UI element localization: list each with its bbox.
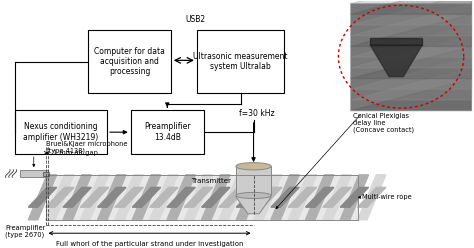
- Text: f=30 kHz: f=30 kHz: [239, 109, 275, 118]
- FancyBboxPatch shape: [88, 30, 171, 93]
- Polygon shape: [306, 175, 334, 220]
- Text: 1 mm air gap: 1 mm air gap: [53, 150, 98, 156]
- Polygon shape: [236, 175, 264, 220]
- Text: Bruel&Kjaer microphone
(type 4138): Bruel&Kjaer microphone (type 4138): [46, 141, 127, 154]
- Polygon shape: [219, 187, 247, 207]
- Polygon shape: [28, 187, 57, 207]
- Text: Multi-wire rope: Multi-wire rope: [362, 194, 412, 200]
- Polygon shape: [63, 175, 91, 220]
- Text: Computer for data
acquisition and
processing: Computer for data acquisition and proces…: [94, 47, 165, 76]
- Polygon shape: [370, 38, 422, 45]
- Text: Full whorl of the particular strand under investigation: Full whorl of the particular strand unde…: [56, 241, 243, 247]
- FancyBboxPatch shape: [15, 110, 107, 154]
- Polygon shape: [288, 187, 317, 207]
- Polygon shape: [288, 175, 317, 220]
- Text: Transmitter: Transmitter: [191, 178, 231, 184]
- Polygon shape: [184, 175, 213, 220]
- Text: Preamplifier
(type 2670): Preamplifier (type 2670): [5, 225, 46, 238]
- Polygon shape: [357, 187, 386, 207]
- Polygon shape: [167, 187, 195, 207]
- Polygon shape: [306, 187, 334, 207]
- FancyBboxPatch shape: [197, 30, 284, 93]
- Polygon shape: [132, 187, 161, 207]
- Polygon shape: [98, 187, 126, 207]
- Polygon shape: [219, 175, 247, 220]
- Polygon shape: [80, 175, 109, 220]
- Polygon shape: [340, 175, 369, 220]
- FancyBboxPatch shape: [19, 170, 48, 177]
- Polygon shape: [167, 175, 195, 220]
- Polygon shape: [132, 175, 161, 220]
- Polygon shape: [150, 187, 178, 207]
- Polygon shape: [201, 187, 230, 207]
- Polygon shape: [201, 175, 230, 220]
- Polygon shape: [63, 187, 91, 207]
- Polygon shape: [271, 187, 299, 207]
- Text: Conical Plexiglas
delay line
(Concave contact): Conical Plexiglas delay line (Concave co…: [353, 113, 414, 133]
- Polygon shape: [184, 187, 213, 207]
- Polygon shape: [236, 187, 264, 207]
- Polygon shape: [46, 175, 74, 220]
- Ellipse shape: [236, 163, 271, 170]
- Text: USB2: USB2: [186, 15, 206, 24]
- Polygon shape: [254, 187, 282, 207]
- Text: Preamplifier
13.4dB: Preamplifier 13.4dB: [144, 123, 191, 142]
- FancyBboxPatch shape: [236, 166, 271, 195]
- Polygon shape: [340, 187, 369, 207]
- FancyBboxPatch shape: [43, 172, 49, 176]
- Polygon shape: [150, 175, 178, 220]
- Polygon shape: [370, 45, 422, 77]
- FancyBboxPatch shape: [131, 110, 204, 154]
- FancyBboxPatch shape: [350, 3, 471, 110]
- Polygon shape: [254, 175, 282, 220]
- Polygon shape: [271, 175, 299, 220]
- Polygon shape: [98, 175, 126, 220]
- Polygon shape: [46, 187, 74, 207]
- Polygon shape: [357, 175, 386, 220]
- Polygon shape: [115, 187, 143, 207]
- Text: Ultrasonic measurement
system Ultralab: Ultrasonic measurement system Ultralab: [193, 52, 288, 71]
- Ellipse shape: [236, 192, 271, 198]
- Polygon shape: [323, 187, 351, 207]
- Polygon shape: [236, 197, 271, 214]
- FancyBboxPatch shape: [46, 175, 357, 220]
- Polygon shape: [80, 187, 109, 207]
- Text: Nexus conditioning
amplifier (WH3219): Nexus conditioning amplifier (WH3219): [23, 123, 99, 142]
- Polygon shape: [323, 175, 351, 220]
- Polygon shape: [28, 175, 57, 220]
- Polygon shape: [115, 175, 143, 220]
